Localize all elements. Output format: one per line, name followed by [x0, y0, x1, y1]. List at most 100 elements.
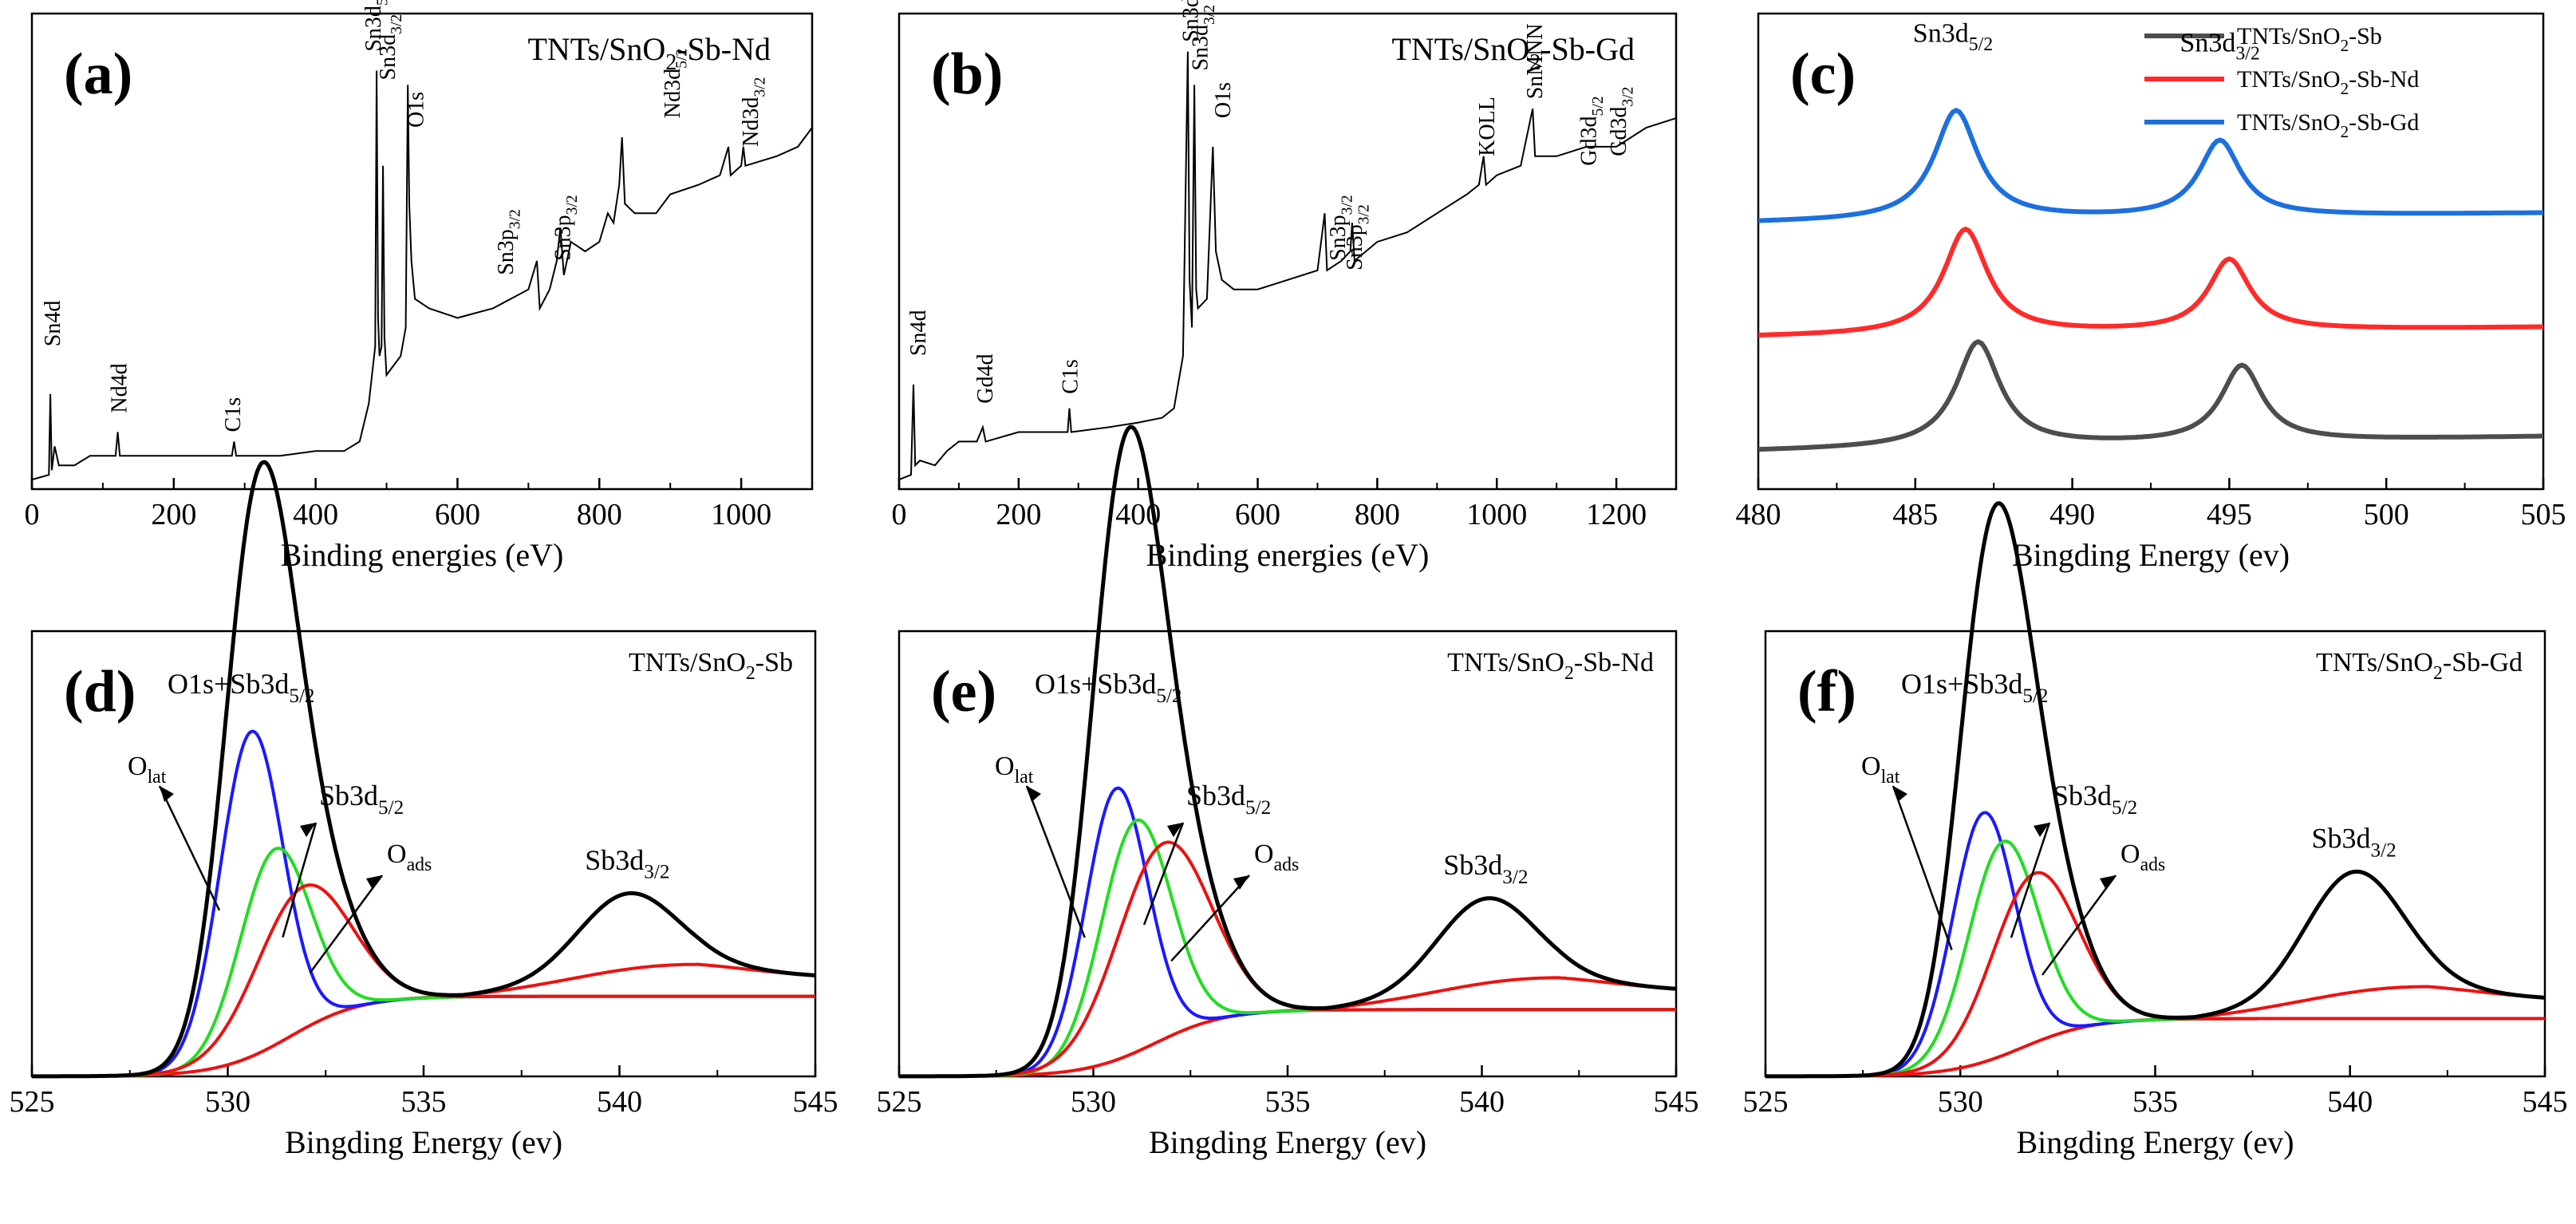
- peak-annotation: Sn3d5/2: [1913, 19, 1993, 55]
- peak-annotation: Olat: [995, 752, 1034, 788]
- envelope-line: [899, 424, 1677, 1079]
- x-tick-label: 545: [793, 1085, 838, 1119]
- x-axis-label: Binding energies (eV): [1146, 537, 1430, 573]
- x-tick-label: 530: [1071, 1085, 1116, 1119]
- x-tick-label: 0: [892, 498, 907, 531]
- plot-frame: [30, 12, 814, 491]
- annotation-arrow: [158, 785, 221, 911]
- annotation-arrow: [1170, 875, 1250, 962]
- sb3d52-component-line: [1765, 839, 2545, 1078]
- sn3d-spectrum-line: [1757, 226, 2543, 338]
- panel-title: TNTs/SnO2-Sb-Gd: [1391, 31, 1635, 75]
- o-lat-component-line: [899, 786, 1676, 1078]
- x-tick-label: 540: [1459, 1085, 1505, 1119]
- peak-annotation: C1s: [1058, 359, 1083, 394]
- arrowhead-icon: [1167, 823, 1183, 837]
- peak-annotation: Gd3d5/2: [1577, 96, 1607, 165]
- annotation-arrow: [282, 822, 318, 938]
- x-axis-label: Bingding Energy (ev): [285, 1124, 562, 1160]
- x-tick-label: 1000: [1466, 498, 1527, 531]
- peak-annotation: Sn3d3/2: [376, 14, 405, 81]
- plot-frame: [897, 12, 1678, 491]
- background-line: [1765, 985, 2546, 1078]
- x-tick-label: 800: [577, 498, 622, 531]
- x-axis-label: Bingding Energy (ev): [1149, 1124, 1426, 1160]
- x-tick-label: 530: [1938, 1085, 1983, 1119]
- o-ads-component-line: [899, 840, 1676, 1078]
- o-ads-component-line: [32, 883, 815, 1078]
- sn3d-spectrum-line: [1757, 339, 2543, 452]
- x-tick-label: 200: [151, 498, 196, 531]
- panel-title: TNTs/SnO2-Sb-Gd: [2316, 648, 2523, 684]
- peak-annotation: SnMNN: [1523, 23, 1548, 99]
- arrowhead-icon: [2034, 823, 2049, 837]
- x-tick-label: 600: [435, 498, 480, 531]
- x-tick-label: 525: [10, 1085, 55, 1119]
- panel-label: (b): [931, 41, 1003, 107]
- peak-annotation: O1s: [404, 92, 428, 128]
- peak-annotation: Oads: [387, 839, 432, 875]
- annotation-arrow: [1142, 822, 1185, 926]
- x-tick-label: 400: [293, 498, 338, 531]
- panel-title: TNTs/SnO2-Sb: [629, 648, 793, 684]
- x-tick-label: 535: [2132, 1085, 2178, 1119]
- peak-annotation: Nd4d: [108, 363, 132, 413]
- peak-annotation: Gd3d3/2: [1607, 87, 1636, 156]
- chart-panel-e: 525 530 535 540 545 Bingding Energy (ev) (e) TN…: [877, 424, 1699, 1160]
- peak-annotation: O1s+Sb3d5/2: [168, 668, 315, 707]
- background-line: [899, 976, 1677, 1078]
- x-tick-label: 485: [1892, 498, 1938, 531]
- peak-annotation: O1s: [1211, 82, 1236, 118]
- envelope-line: [1765, 501, 2546, 1079]
- x-tick-label: 200: [996, 498, 1041, 531]
- chart-panel-a: 0 200 400 600 800 1000 Binding energies (eV) (a…: [25, 0, 814, 573]
- peak-annotation: Sn3d3/2: [1189, 5, 1218, 71]
- peak-annotation: Sn4d: [41, 301, 65, 347]
- peak-annotation: Sb3d3/2: [1443, 849, 1528, 888]
- plot-frame: [30, 630, 817, 1078]
- x-tick-label: 525: [877, 1085, 922, 1119]
- peak-annotation: Sb3d3/2: [585, 844, 669, 883]
- x-tick-label: 540: [2327, 1085, 2373, 1119]
- x-axis-label: Bingding Energy (ev): [2012, 537, 2290, 573]
- sn3d-spectrum-line: [1757, 107, 2543, 223]
- arrowhead-icon: [1233, 875, 1249, 890]
- x-tick-label: 535: [1265, 1085, 1311, 1119]
- peak-annotation: Sn3p3/2: [494, 209, 523, 275]
- arrowhead-icon: [1027, 786, 1041, 802]
- peak-annotation: Sn4d: [906, 310, 931, 357]
- peak-annotation: Sn3d5/2: [361, 0, 391, 52]
- panel-label: (d): [64, 659, 136, 725]
- x-tick-label: 0: [25, 498, 40, 531]
- panel-label: (f): [1797, 659, 1856, 725]
- peak-annotation: Gd4d: [973, 353, 998, 403]
- x-tick-label: 495: [2207, 498, 2252, 531]
- x-tick-label: 1000: [711, 498, 771, 531]
- x-tick-label: 545: [1654, 1085, 1699, 1119]
- chart-panel-f: 525 530 535 540 545 Bingding Energy (ev) (f) TN…: [1743, 501, 2568, 1160]
- peak-annotation: Oads: [1254, 839, 1299, 875]
- annotation-arrow: [1025, 785, 1086, 938]
- peak-annotation: Oads: [2120, 839, 2165, 875]
- background-line: [32, 962, 816, 1078]
- peak-annotation: Sb3d5/2: [1186, 780, 1271, 819]
- envelope-line: [32, 460, 816, 1079]
- x-tick-label: 600: [1235, 498, 1280, 531]
- x-tick-label: 540: [597, 1085, 642, 1119]
- peak-annotation: Olat: [1861, 752, 1900, 788]
- peak-annotation: KOLL: [1475, 97, 1500, 156]
- peak-annotation: Sb3d5/2: [2053, 780, 2137, 819]
- peak-annotation: Sb3d5/2: [319, 780, 404, 819]
- o-lat-component-line: [1765, 811, 2545, 1078]
- legend: TNTs/SnO2-Sb TNTs/SnO2-Sb-Nd TNTs/SnO2-Sb-…: [2144, 23, 2419, 141]
- survey-spectrum-line: [31, 70, 813, 481]
- panel-title: TNTs/SnO2-Sb-Nd: [527, 31, 771, 75]
- panel-title: TNTs/SnO2-Sb-Nd: [1447, 648, 1654, 684]
- peak-annotation: C1s: [221, 397, 246, 432]
- x-tick-label: 505: [2521, 498, 2566, 531]
- peak-annotation: Sn3d3/2: [2180, 29, 2259, 65]
- x-tick-label: 1200: [1586, 498, 1647, 531]
- plot-frame: [1764, 630, 2546, 1078]
- panel-label: (e): [931, 659, 996, 725]
